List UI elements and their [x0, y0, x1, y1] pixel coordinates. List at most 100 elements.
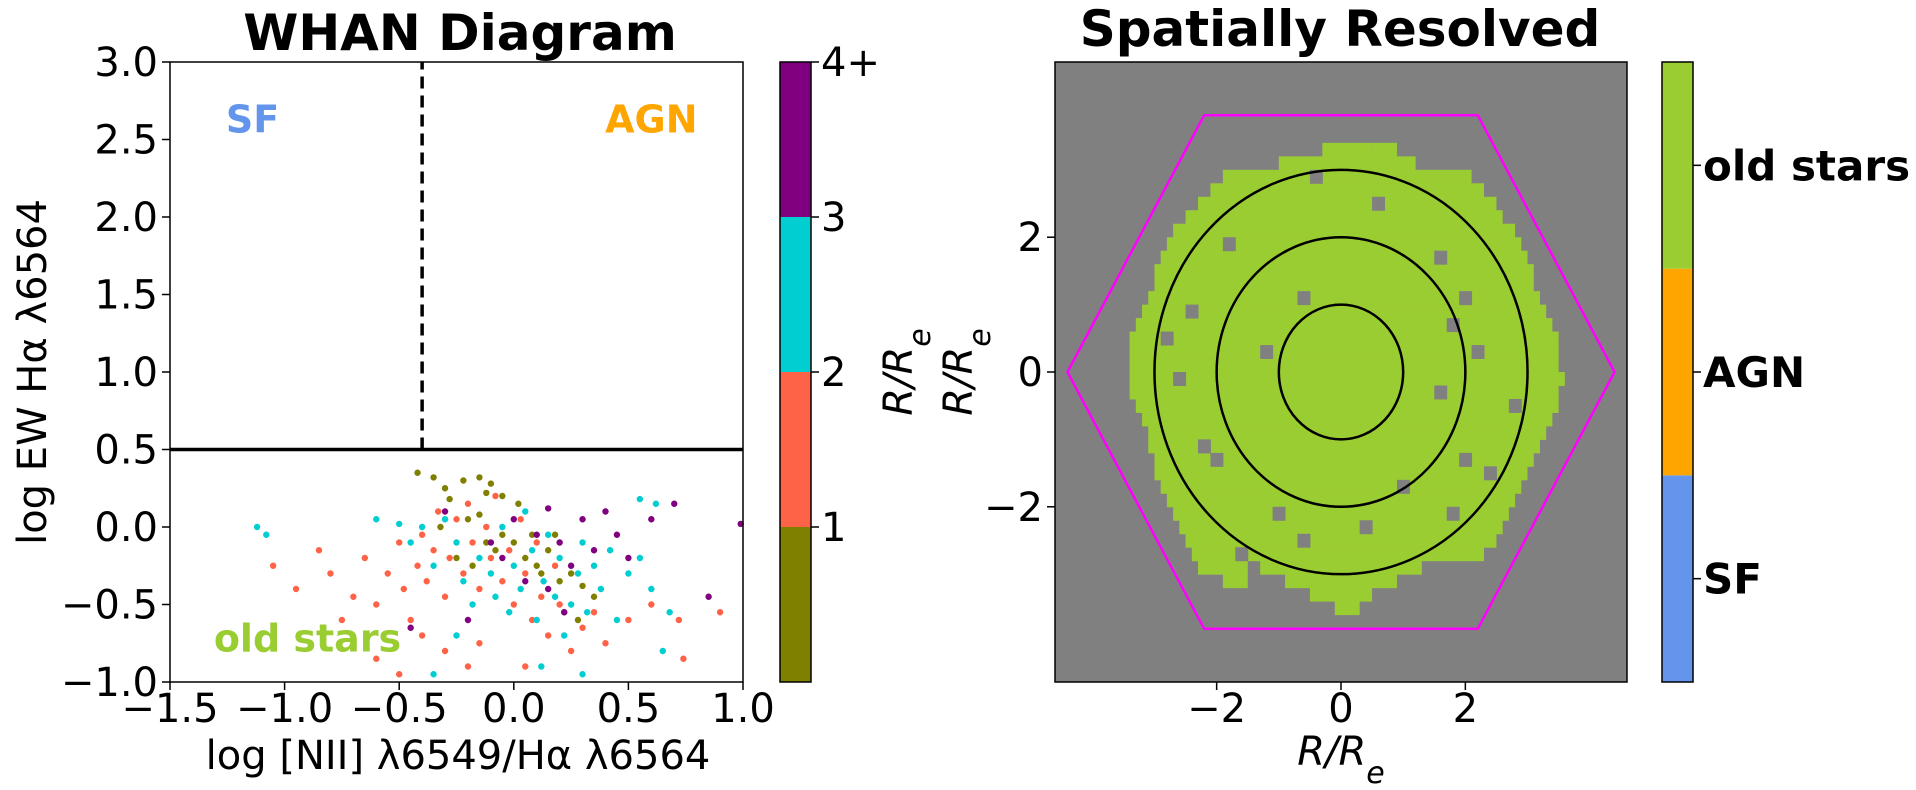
- spatial-fill-strip: [1160, 250, 1528, 265]
- whan-point: [625, 570, 632, 577]
- whan-point: [590, 547, 598, 554]
- whan-point: [533, 562, 540, 569]
- whan-colorbar-segment: [780, 217, 811, 372]
- spatial-gap-pixel: [1297, 533, 1311, 548]
- whan-point: [574, 616, 582, 624]
- whan-point: [551, 531, 559, 538]
- spatial-gap-pixel: [1459, 291, 1473, 306]
- whan-point: [441, 593, 449, 600]
- spatial-fill-strip: [1154, 466, 1528, 481]
- spatial-fill-strip: [1129, 345, 1559, 360]
- whan-point: [453, 554, 460, 562]
- spatial-colorbar-label: SF: [1703, 555, 1762, 604]
- whan-point: [499, 492, 506, 500]
- whan-point: [396, 520, 403, 528]
- whan-point: [540, 578, 547, 585]
- whan-point: [551, 562, 559, 569]
- spatial-fill-strip: [1198, 196, 1497, 211]
- spatial-ifu-hexagon: [1066, 113, 1616, 631]
- whan-colorbar-tick-label: 3: [821, 195, 846, 241]
- spatial-gap-pixel: [1235, 547, 1249, 562]
- whan-region-label: old stars: [214, 617, 401, 661]
- whan-point: [522, 508, 529, 515]
- whan-point: [418, 531, 426, 538]
- spatial-fill-strip: [1129, 331, 1559, 346]
- whan-point: [414, 562, 421, 569]
- whan-point: [567, 570, 575, 577]
- whan-point: [423, 578, 430, 585]
- whan-point: [528, 531, 536, 538]
- whan-point: [492, 492, 499, 500]
- whan-region-labels: SF AGN old stars: [214, 97, 698, 660]
- whan-point: [538, 663, 545, 670]
- whan-x-axis: −1.5 −1.0 −0.5 0.0 0.5 1.0: [121, 682, 775, 732]
- spatial-y-axis: −2 0 2: [984, 215, 1055, 531]
- whan-x-tick-label: 1.0: [711, 686, 775, 732]
- spatial-x-axis: −2 0 2: [1187, 682, 1478, 732]
- whan-point: [579, 516, 586, 523]
- spatial-fill-strip: [1260, 560, 1422, 575]
- whan-point: [538, 570, 545, 577]
- whan-point: [590, 609, 598, 616]
- whan-colorbar-segment: [780, 527, 811, 682]
- whan-point: [453, 516, 460, 523]
- spatial-fill-strip: [1278, 156, 1416, 171]
- spatial-gap-pixel: [1372, 196, 1386, 211]
- whan-point: [613, 616, 621, 624]
- spatial-colorbar-segment: [1662, 268, 1693, 476]
- whan-point: [648, 585, 655, 593]
- whan-point: [636, 495, 644, 503]
- whan-point: [499, 554, 506, 562]
- whan-point: [407, 616, 414, 624]
- spatial-fill-strip: [1322, 142, 1373, 157]
- whan-point: [487, 554, 495, 562]
- spatial-fill-strip: [1173, 506, 1509, 521]
- spatial-fill-strip: [1173, 223, 1516, 238]
- whan-point: [499, 523, 506, 531]
- whan-point: [460, 570, 467, 577]
- spatial-fill-strip: [1148, 291, 1540, 306]
- whan-point: [373, 601, 380, 608]
- whan-point: [538, 593, 545, 600]
- spatial-y-tick-label: 0: [1018, 350, 1043, 396]
- whan-point: [430, 474, 437, 481]
- whan-colorbar-tick-label: 1: [821, 505, 846, 551]
- whan-point: [579, 671, 586, 678]
- whan-point: [671, 500, 678, 507]
- whan-point: [533, 616, 540, 624]
- whan-point: [659, 647, 666, 655]
- whan-point: [533, 539, 540, 546]
- whan-point: [327, 570, 334, 577]
- spatial-fill-strip: [1135, 318, 1553, 333]
- whan-point: [464, 500, 472, 507]
- spatial-fill-strip: [1222, 169, 1472, 184]
- whan-point: [544, 505, 552, 512]
- spatial-fill-strip: [1185, 210, 1503, 225]
- whan-point: [476, 474, 483, 481]
- whan-region-label: SF: [226, 97, 279, 141]
- whan-point: [441, 508, 449, 515]
- spatial-x-tick-label: 2: [1453, 686, 1478, 732]
- whan-point: [517, 516, 524, 523]
- whan-point: [483, 523, 490, 531]
- whan-point: [441, 647, 449, 655]
- spatial-radius-ellipse: [1153, 168, 1529, 576]
- spatial-x-label: R/Re: [1297, 729, 1385, 790]
- whan-point: [483, 539, 490, 546]
- whan-threshold-lines: [170, 62, 743, 452]
- spatial-y-label: R/Re: [936, 328, 998, 416]
- whan-point: [590, 562, 598, 569]
- spatial-gap-pixel: [1459, 452, 1473, 467]
- whan-point: [350, 593, 357, 600]
- spatial-gap-pixel: [1484, 466, 1497, 481]
- whan-point: [499, 578, 506, 585]
- whan-colorbar-segment: [780, 372, 811, 527]
- spatial-fill-strip: [1154, 264, 1534, 279]
- whan-point: [437, 523, 444, 531]
- spatial-gap-pixel: [1185, 304, 1199, 319]
- whan-point: [648, 516, 655, 523]
- whan-point: [583, 609, 591, 616]
- whan-colorbar-segment: [780, 62, 811, 217]
- whan-point: [579, 624, 586, 631]
- spatial-fill-strip: [1142, 412, 1553, 427]
